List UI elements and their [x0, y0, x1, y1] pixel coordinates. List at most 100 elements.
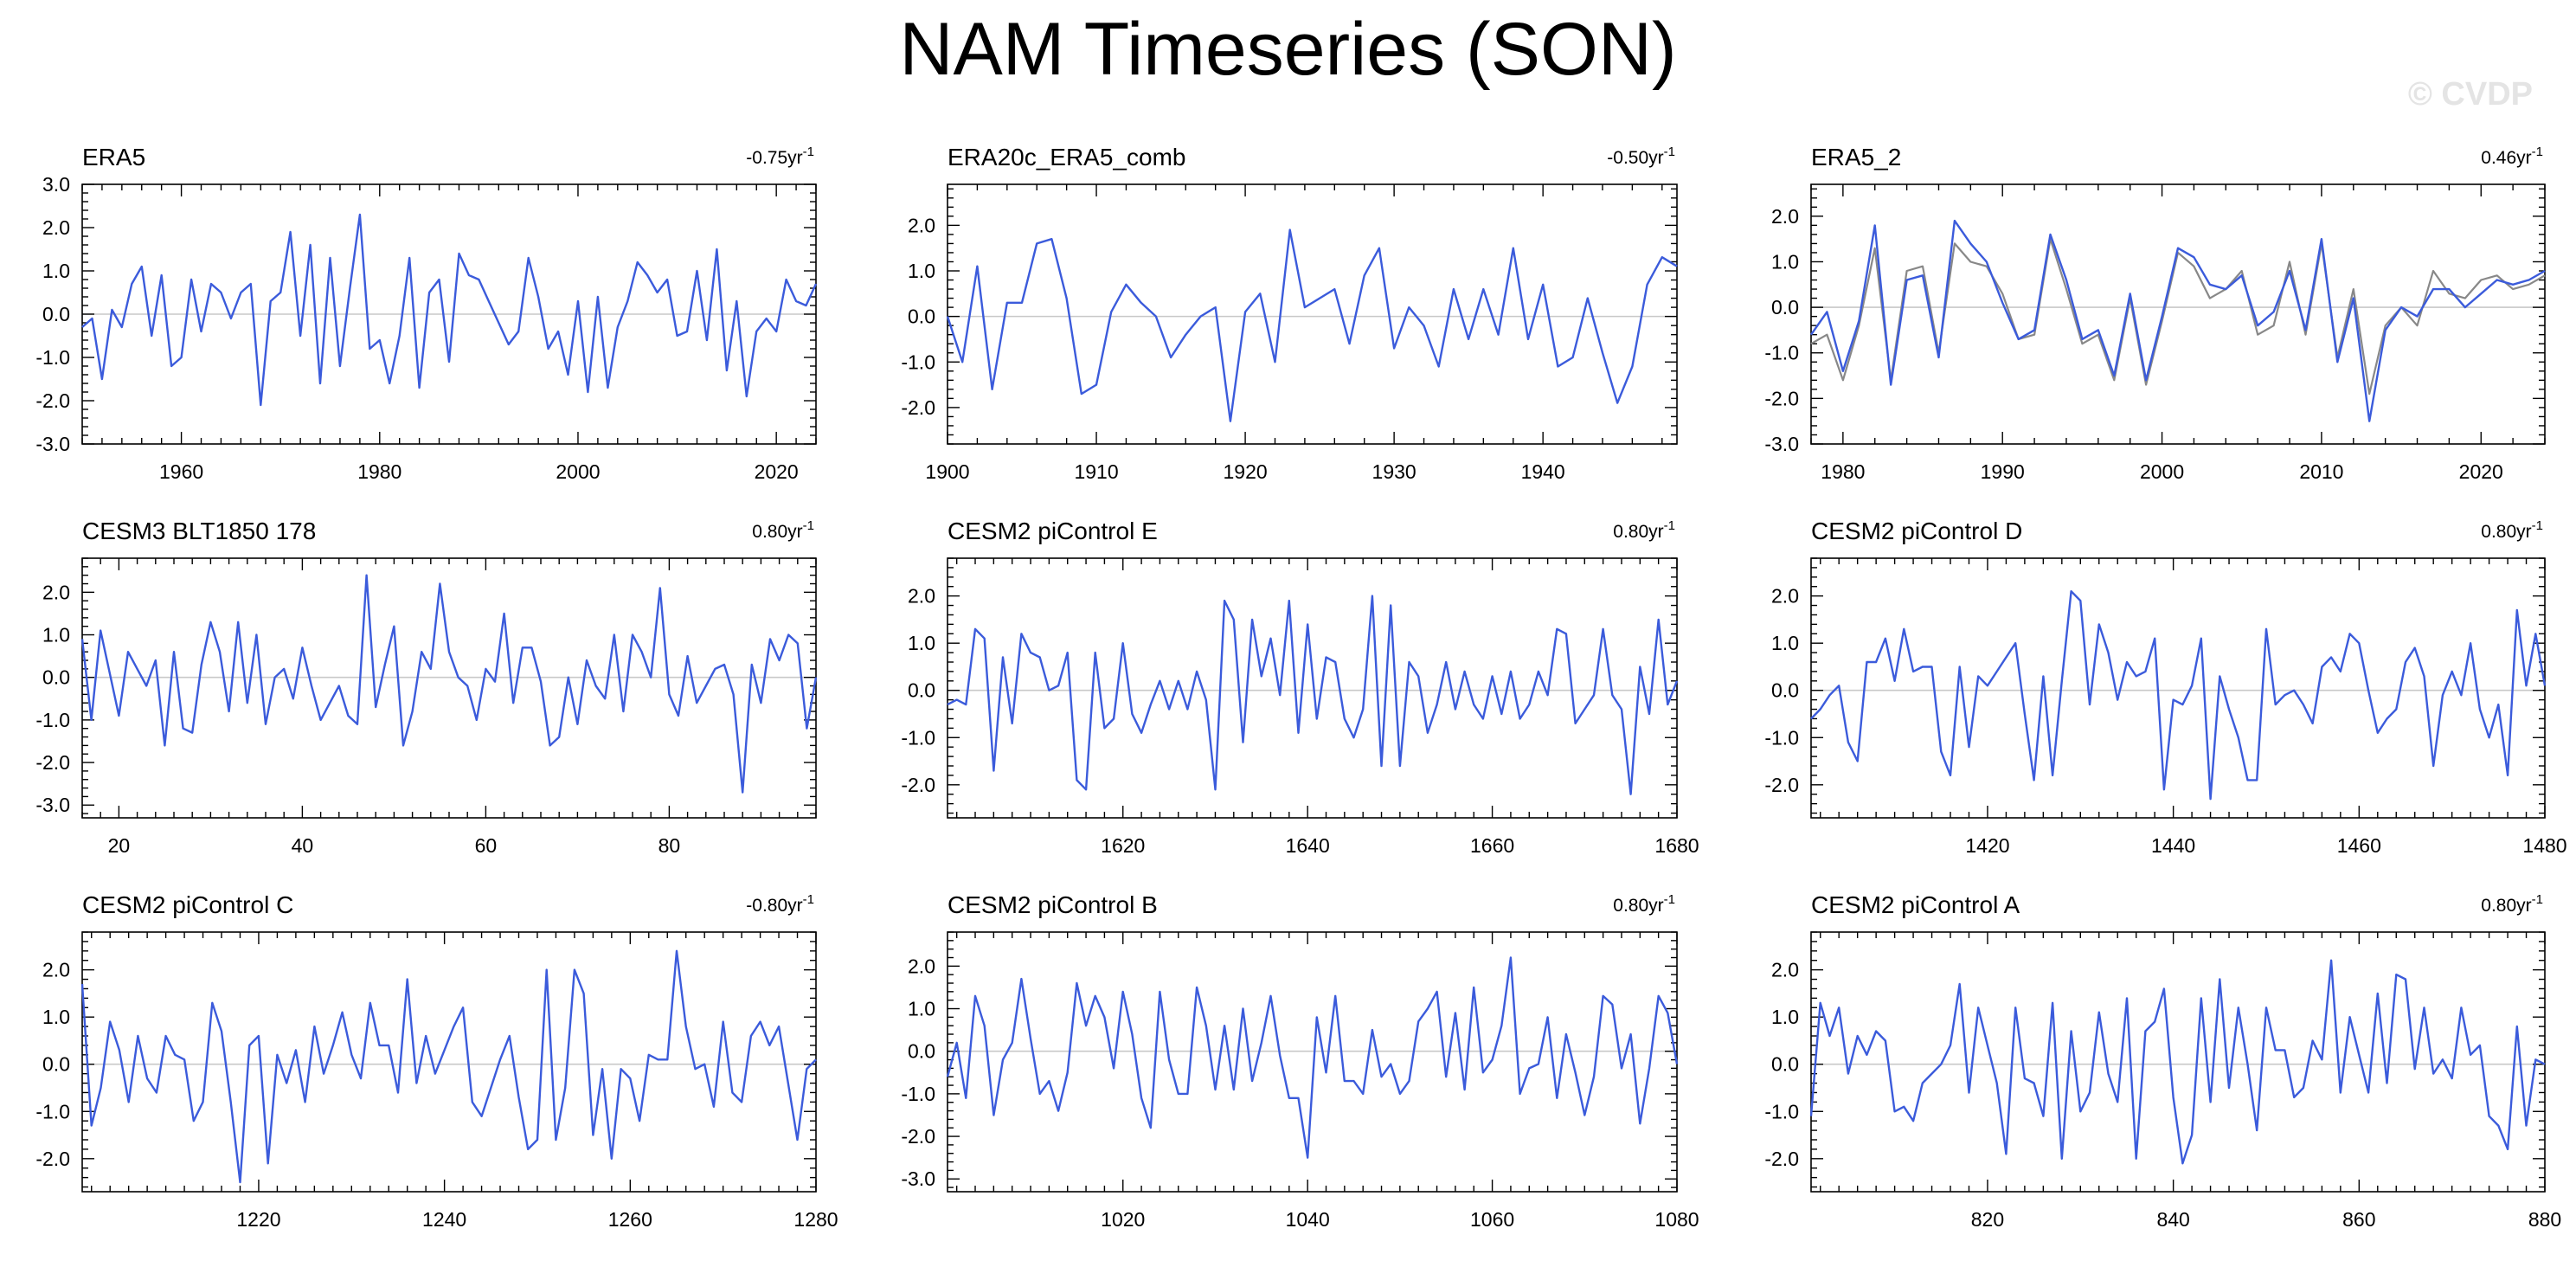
x-tick-label: 1080 — [1654, 1208, 1699, 1231]
panel-title: CESM2 piControl D — [1811, 518, 2022, 544]
figure-title: NAM Timeseries (SON) — [899, 8, 1677, 91]
chart-panel-2: ERA20c_ERA5_comb -0.50yr-1 2.0 1.0 0.0 -1.0 -2… — [901, 144, 1678, 483]
x-tick-label: 1280 — [793, 1208, 838, 1231]
x-tick-label: 1940 — [1521, 460, 1565, 483]
x-tick-label: 1420 — [1965, 834, 2009, 857]
trend-label: -0.80yr-1 — [746, 892, 814, 916]
cvdp-watermark: © CVDP — [2407, 76, 2533, 113]
y-tick-label: -1.0 — [1764, 1100, 1799, 1122]
y-tick-label: -1.0 — [901, 726, 935, 749]
panel-title: CESM2 piControl E — [948, 518, 1158, 544]
y-tick-label: 1.0 — [1771, 250, 1799, 273]
y-tick-label: 2.0 — [42, 581, 70, 603]
series-line — [947, 595, 1679, 795]
y-tick-label: -2.0 — [901, 396, 935, 419]
panel-title: ERA5_2 — [1811, 144, 1901, 170]
chart-panel-6: CESM2 piControl D 0.80yr-1 2.0 1.0 0.0 -1.0 -2… — [1764, 518, 2566, 857]
x-tick-label: 2000 — [556, 460, 600, 483]
y-tick-label: -2.0 — [901, 1125, 935, 1148]
y-tick-label: 1.0 — [1771, 632, 1799, 654]
x-tick-label: 60 — [475, 834, 498, 857]
y-tick-label: 0.0 — [908, 305, 935, 328]
y-tick-label: 1.0 — [42, 1006, 70, 1028]
y-tick-label: -1.0 — [1764, 726, 1799, 749]
y-tick-label: 2.0 — [42, 216, 70, 239]
y-tick-label: -1.0 — [901, 351, 935, 373]
y-tick-label: -1.0 — [1764, 342, 1799, 364]
plot-frame — [1810, 931, 2546, 1193]
x-tick-label: 2010 — [2299, 460, 2343, 483]
trend-label: 0.80yr-1 — [2481, 892, 2543, 916]
y-tick-label: 1.0 — [42, 624, 70, 646]
trend-label: 0.80yr-1 — [752, 518, 814, 542]
y-tick-label: -2.0 — [35, 1148, 70, 1170]
y-tick-label: -2.0 — [1764, 387, 1799, 409]
x-tick-label: 820 — [1971, 1208, 2004, 1231]
y-tick-label: -1.0 — [901, 1083, 935, 1105]
x-tick-label: 1040 — [1286, 1208, 1330, 1231]
x-tick-label: 1060 — [1470, 1208, 1514, 1231]
x-tick-label: 20 — [108, 834, 131, 857]
x-tick-label: 2000 — [2140, 460, 2184, 483]
y-tick-label: 1.0 — [908, 632, 935, 654]
x-tick-label: 1260 — [608, 1208, 652, 1231]
chart-panel-9: CESM2 piControl A 0.80yr-1 2.0 1.0 0.0 -1.0 -2… — [1764, 891, 2561, 1231]
y-tick-label: -3.0 — [1764, 433, 1799, 455]
y-tick-label: -2.0 — [35, 389, 70, 412]
y-tick-label: 0.0 — [1771, 679, 1799, 702]
panel-title: ERA5 — [82, 144, 145, 170]
x-tick-label: 1920 — [1223, 460, 1267, 483]
x-tick-label: 880 — [2528, 1208, 2561, 1231]
trend-label: -0.75yr-1 — [746, 145, 814, 168]
x-tick-label: 1680 — [1654, 834, 1699, 857]
panel-title: CESM2 piControl C — [82, 891, 293, 918]
y-tick-label: 2.0 — [42, 959, 70, 981]
x-tick-label: 40 — [292, 834, 314, 857]
series-line — [1809, 959, 2546, 1165]
y-tick-label: -2.0 — [35, 751, 70, 774]
y-tick-label: 2.0 — [1771, 585, 1799, 608]
y-tick-label: 0.0 — [908, 1040, 935, 1063]
x-tick-label: 1480 — [2522, 834, 2566, 857]
y-tick-label: 2.0 — [1771, 205, 1799, 228]
plot-frame — [1810, 183, 2546, 445]
overlay-series-line — [1810, 238, 2546, 396]
y-tick-label: 0.0 — [42, 1053, 70, 1076]
series-line — [81, 213, 818, 407]
series-line — [946, 228, 1678, 422]
x-tick-label: 1020 — [1101, 1208, 1145, 1231]
plot-frame — [947, 557, 1678, 819]
x-tick-label: 1960 — [159, 460, 203, 483]
x-tick-label: 1990 — [1981, 460, 2025, 483]
x-tick-label: 1910 — [1074, 460, 1118, 483]
chart-panel-3: ERA5_2 0.46yr-1 2.0 1.0 0.0 -1.0 -2.0 -3.0 1980 1… — [1764, 144, 2546, 483]
y-tick-label: 2.0 — [1771, 959, 1799, 981]
y-tick-label: 0.0 — [1771, 296, 1799, 318]
y-tick-label: 1.0 — [42, 260, 70, 282]
x-tick-label: 1440 — [2151, 834, 2195, 857]
y-tick-label: -1.0 — [35, 1100, 70, 1122]
panel-title: CESM2 piControl B — [948, 891, 1158, 918]
x-tick-label: 2020 — [755, 460, 799, 483]
y-tick-label: 1.0 — [908, 998, 935, 1020]
chart-panel-4: CESM3 BLT1850 178 0.80yr-1 2.0 1.0 0.0 -1.0 -2… — [35, 518, 818, 857]
x-tick-label: 2020 — [2459, 460, 2503, 483]
series-line — [1810, 219, 2546, 422]
y-tick-label: -3.0 — [35, 433, 70, 455]
x-tick-label: 1980 — [1821, 460, 1865, 483]
series-line — [80, 949, 817, 1184]
y-tick-label: -2.0 — [1764, 1148, 1799, 1170]
x-tick-label: 860 — [2342, 1208, 2375, 1231]
y-tick-label: 1.0 — [908, 260, 935, 282]
x-tick-label: 1640 — [1286, 834, 1330, 857]
series-line — [80, 574, 818, 794]
y-tick-label: 0.0 — [908, 679, 935, 702]
trend-label: -0.50yr-1 — [1607, 145, 1675, 168]
chart-panel-7: CESM2 piControl C -0.80yr-1 2.0 1.0 0.0 -1.0 -… — [35, 891, 838, 1231]
y-tick-label: 0.0 — [1771, 1053, 1799, 1076]
x-tick-label: 1660 — [1470, 834, 1514, 857]
trend-label: 0.80yr-1 — [1613, 518, 1675, 542]
plot-frame — [1810, 557, 2546, 819]
y-tick-label: -1.0 — [35, 709, 70, 731]
